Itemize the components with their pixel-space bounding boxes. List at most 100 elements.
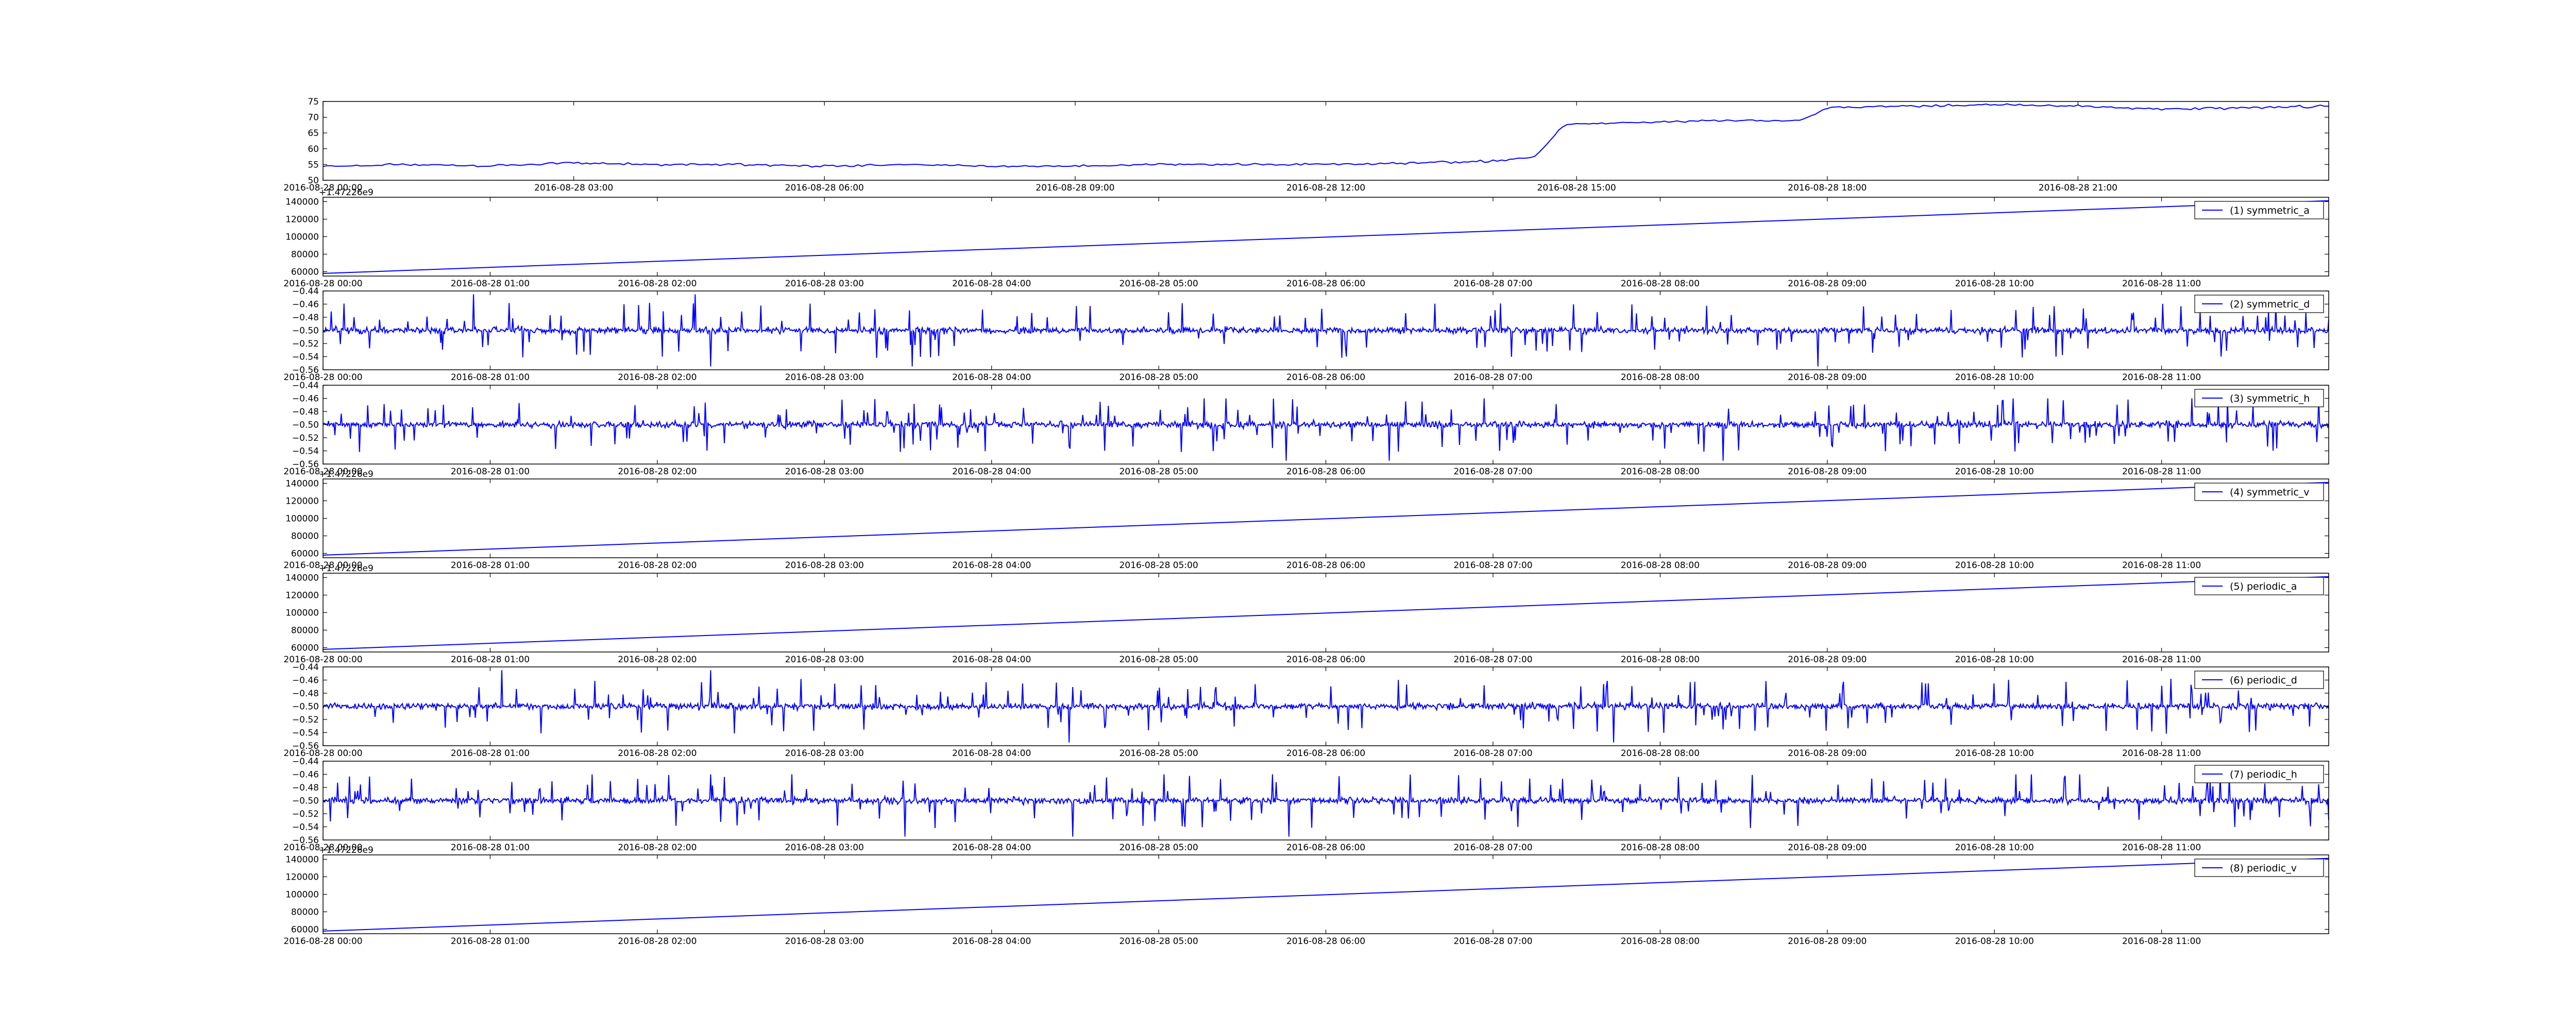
y-tick-label: 140000 bbox=[285, 197, 319, 208]
x-tick-label: 2016-08-28 11:00 bbox=[2122, 372, 2201, 383]
y-tick-label: −0.44 bbox=[292, 286, 319, 297]
y-tick-label: 120000 bbox=[285, 496, 319, 507]
y-tick-label: 100000 bbox=[285, 890, 319, 900]
x-tick-label: 2016-08-28 01:00 bbox=[451, 655, 530, 665]
subplot-7: −0.56 −0.54 −0.52 −0.50 −0.48 −0.46 −0.44 2016-… bbox=[283, 662, 2329, 759]
x-tick-label: 2016-08-28 02:00 bbox=[618, 560, 697, 571]
x-tick-label: 2016-08-28 02:00 bbox=[618, 279, 697, 289]
y-tick-label: −0.50 bbox=[292, 326, 319, 336]
x-tick-label: 2016-08-28 07:00 bbox=[1453, 372, 1532, 383]
y-tick-label: −0.56 bbox=[292, 741, 319, 751]
y-tick-label: −0.46 bbox=[292, 770, 319, 780]
subplot-6: 60000 80000 100000 120000 140000 2016-08-28 0… bbox=[283, 563, 2329, 665]
x-tick-label: 2016-08-28 02:00 bbox=[618, 467, 697, 477]
x-tick-label: 2016-08-28 11:00 bbox=[2122, 279, 2201, 289]
x-tick-label: 2016-08-28 03:00 bbox=[785, 372, 864, 383]
x-tick-label: 2016-08-28 06:00 bbox=[1286, 372, 1365, 383]
x-tick-label: 2016-08-28 04:00 bbox=[952, 936, 1031, 947]
series-line-3 bbox=[323, 294, 2329, 367]
x-tick-label: 2016-08-28 09:00 bbox=[1788, 843, 1867, 853]
x-tick-label: 2016-08-28 08:00 bbox=[1621, 748, 1700, 759]
series-line-5 bbox=[323, 482, 2329, 556]
x-tick-label: 2016-08-28 11:00 bbox=[2122, 843, 2201, 853]
x-tick-label: 2016-08-28 01:00 bbox=[451, 560, 530, 571]
y-tick-label: 60000 bbox=[291, 925, 319, 935]
x-tick-label: 2016-08-28 05:00 bbox=[1119, 279, 1198, 289]
x-tick-label: 2016-08-28 05:00 bbox=[1119, 843, 1198, 853]
x-tick-label: 2016-08-28 11:00 bbox=[2122, 936, 2201, 947]
y-tick-label: −0.54 bbox=[292, 447, 319, 457]
x-tick-label: 2016-08-28 10:00 bbox=[1955, 467, 2034, 477]
x-tick-label: 2016-08-28 10:00 bbox=[1955, 655, 2034, 665]
legend-7: (6) periodic_d bbox=[2194, 671, 2324, 689]
series-line-9 bbox=[323, 857, 2329, 932]
y-tick-label: −0.54 bbox=[292, 728, 319, 739]
series-line-8 bbox=[323, 774, 2329, 837]
x-tick-label: 2016-08-28 03:00 bbox=[785, 748, 864, 759]
y-tick-label: −0.50 bbox=[292, 420, 319, 431]
subplot-5: 60000 80000 100000 120000 140000 2016-08-28 0… bbox=[283, 469, 2329, 571]
y-tick-label: −0.52 bbox=[292, 809, 319, 819]
x-tick-label: 2016-08-28 06:00 bbox=[1286, 279, 1365, 289]
y-tick-label: −0.48 bbox=[292, 689, 319, 699]
x-tick-label: 2016-08-28 07:00 bbox=[1453, 467, 1532, 477]
x-tick-label: 2016-08-28 06:00 bbox=[1286, 748, 1365, 759]
axis-offset-label: +1.47226e9 bbox=[319, 187, 374, 198]
x-tick-label: 2016-08-28 06:00 bbox=[1286, 843, 1365, 853]
y-tick-label: 60000 bbox=[291, 643, 319, 654]
x-tick-label: 2016-08-28 05:00 bbox=[1119, 372, 1198, 383]
y-tick-label: 140000 bbox=[285, 855, 319, 865]
series-line-2 bbox=[323, 200, 2329, 274]
subplot-1: 50 55 60 65 70 75 2016-08-28 00:00 2016-08-28 0… bbox=[283, 97, 2329, 193]
x-tick-label: 2016-08-28 12:00 bbox=[1286, 183, 1365, 193]
y-tick-label: 120000 bbox=[285, 215, 319, 225]
x-tick-label: 2016-08-28 04:00 bbox=[952, 843, 1031, 853]
x-tick-label: 2016-08-28 06:00 bbox=[1286, 560, 1365, 571]
y-tick-label: 100000 bbox=[285, 514, 319, 524]
legend-2: (1) symmetric_a bbox=[2194, 201, 2324, 219]
subplot-3: −0.56 −0.54 −0.52 −0.50 −0.48 −0.46 −0.44 2016-… bbox=[283, 286, 2329, 383]
x-tick-label: 2016-08-28 08:00 bbox=[1621, 560, 1700, 571]
y-tick-label: −0.52 bbox=[292, 339, 319, 349]
legend-label: (1) symmetric_a bbox=[2230, 205, 2310, 216]
legend-4: (3) symmetric_h bbox=[2194, 389, 2324, 407]
x-tick-label: 2016-08-28 02:00 bbox=[618, 372, 697, 383]
y-tick-label: −0.44 bbox=[292, 757, 319, 767]
x-tick-label: 2016-08-28 04:00 bbox=[952, 655, 1031, 665]
x-tick-label: 2016-08-28 06:00 bbox=[1286, 936, 1365, 947]
y-tick-label: 55 bbox=[308, 160, 319, 170]
y-tick-label: −0.44 bbox=[292, 381, 319, 391]
x-tick-label: 2016-08-28 10:00 bbox=[1955, 279, 2034, 289]
x-tick-label: 2016-08-28 09:00 bbox=[1788, 372, 1867, 383]
x-tick-label: 2016-08-28 00:00 bbox=[283, 655, 362, 665]
y-tick-label: −0.44 bbox=[292, 662, 319, 673]
x-tick-label: 2016-08-28 10:00 bbox=[1955, 372, 2034, 383]
x-tick-label: 2016-08-28 03:00 bbox=[785, 655, 864, 665]
x-tick-label: 2016-08-28 08:00 bbox=[1621, 655, 1700, 665]
y-tick-label: −0.54 bbox=[292, 822, 319, 833]
x-tick-label: 2016-08-28 11:00 bbox=[2122, 748, 2201, 759]
y-tick-label: 100000 bbox=[285, 232, 319, 243]
x-tick-label: 2016-08-28 07:00 bbox=[1453, 748, 1532, 759]
series-line-4 bbox=[323, 398, 2329, 461]
x-tick-label: 2016-08-28 00:00 bbox=[283, 560, 362, 571]
legend-label: (4) symmetric_v bbox=[2230, 487, 2310, 498]
y-tick-label: 80000 bbox=[291, 626, 319, 636]
x-tick-label: 2016-08-28 07:00 bbox=[1453, 560, 1532, 571]
x-tick-label: 2016-08-28 21:00 bbox=[2039, 183, 2117, 193]
x-tick-label: 2016-08-28 00:00 bbox=[283, 467, 362, 477]
y-tick-label: 120000 bbox=[285, 591, 319, 601]
y-tick-label: −0.48 bbox=[292, 407, 319, 417]
x-tick-label: 2016-08-28 10:00 bbox=[1955, 560, 2034, 571]
legend-label: (7) periodic_h bbox=[2230, 769, 2297, 780]
series-line-7 bbox=[323, 670, 2329, 743]
subplot-9: 60000 80000 100000 120000 140000 2016-08-28 0… bbox=[283, 845, 2329, 947]
axis-offset-label: +1.47226e9 bbox=[319, 845, 374, 855]
x-tick-label: 2016-08-28 08:00 bbox=[1621, 936, 1700, 947]
x-tick-label: 2016-08-28 02:00 bbox=[618, 655, 697, 665]
y-tick-label: −0.46 bbox=[292, 394, 319, 404]
y-tick-label: −0.56 bbox=[292, 835, 319, 846]
x-tick-label: 2016-08-28 07:00 bbox=[1453, 936, 1532, 947]
x-tick-label: 2016-08-28 09:00 bbox=[1788, 655, 1867, 665]
